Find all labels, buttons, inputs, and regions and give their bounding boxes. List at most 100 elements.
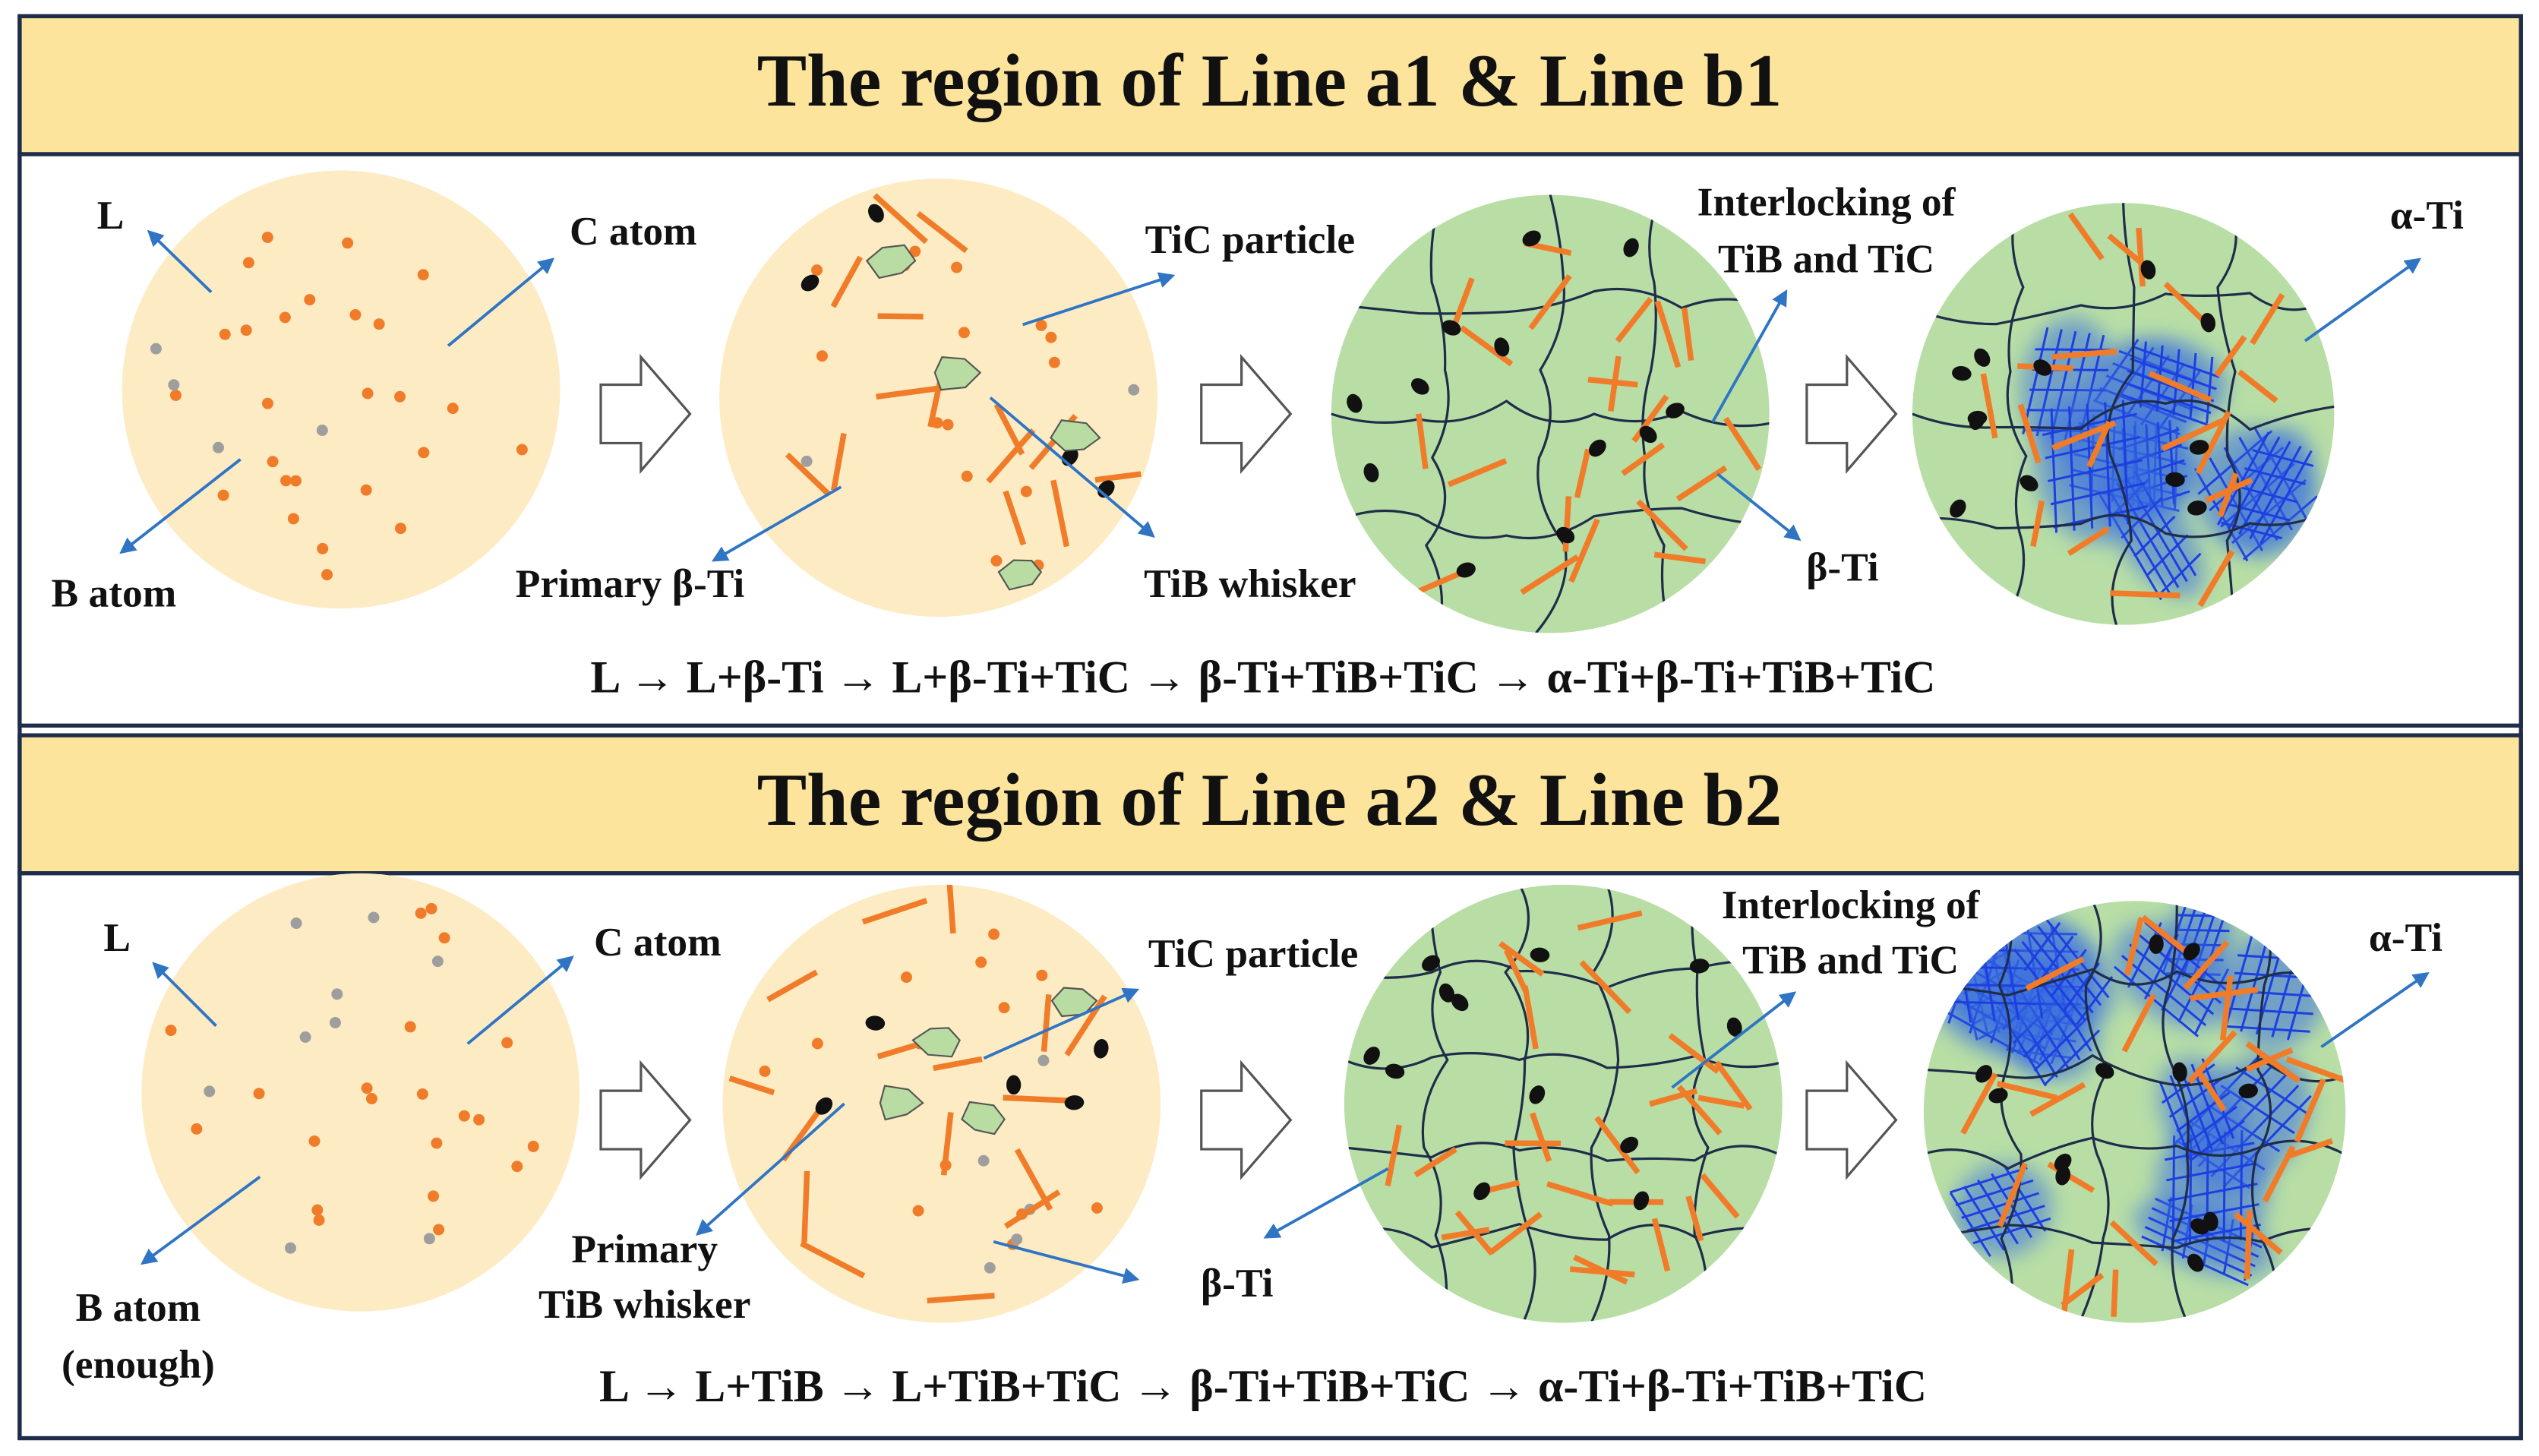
solute-atom <box>287 513 299 525</box>
tic-particle <box>1975 1065 1993 1083</box>
pointer-arrow <box>140 1175 261 1265</box>
tib-whisker <box>2025 956 2085 991</box>
solute-atom <box>395 523 406 535</box>
solute-atom <box>361 1082 373 1094</box>
tib-whisker <box>2136 227 2146 287</box>
tib-whisker <box>2061 1272 2105 1308</box>
solute-atom <box>984 1262 996 1274</box>
solute-atom <box>317 542 329 554</box>
solute-atom <box>990 554 1003 567</box>
label: L <box>97 192 125 238</box>
tib-whisker <box>1003 1094 1074 1104</box>
process-arrow <box>1200 353 1293 475</box>
tib-whisker <box>927 1292 995 1304</box>
hatch <box>2045 435 2140 460</box>
alpha-glow <box>2112 921 2236 1029</box>
primary-phase <box>1050 419 1101 452</box>
tic-particle <box>1456 562 1476 578</box>
tic-particle <box>1529 1085 1546 1104</box>
tib-whisker <box>801 1170 810 1243</box>
hatch <box>2228 1007 2313 1015</box>
solute-atom <box>1011 1233 1023 1246</box>
label: (enough) <box>62 1341 215 1387</box>
hatch <box>2050 408 2058 533</box>
tib-whisker <box>2244 1210 2253 1280</box>
tib-whisker <box>1996 1080 2058 1101</box>
tib-whisker <box>2294 1078 2326 1143</box>
label: Interlocking of <box>1722 882 1981 927</box>
solute-atom <box>373 318 385 330</box>
solute-atom <box>213 441 224 453</box>
tic-particle <box>2095 1063 2114 1079</box>
hatch <box>2036 935 2074 985</box>
solute-atom <box>998 1002 1010 1014</box>
stage-1 <box>141 873 580 1312</box>
tib-whisker <box>986 428 1036 484</box>
solute-atom <box>942 418 954 431</box>
tib-whisker <box>1050 479 1070 548</box>
tib-whisker <box>1488 1211 1543 1255</box>
hatch <box>2139 341 2147 408</box>
grain-boundary <box>1997 901 2023 1323</box>
tib-whisker <box>1615 296 1653 343</box>
tic-particle <box>1726 1017 1742 1037</box>
solute-atom <box>362 387 374 400</box>
grain-boundary <box>1912 399 2335 431</box>
solute-atom <box>418 447 430 459</box>
pointer-arrow <box>447 257 555 347</box>
reaction-sequence: L → L+TiB → L+TiB+TiC → β-Ti+TiB+TiC → α… <box>599 1361 1927 1411</box>
tib-whisker <box>2187 1030 2237 1085</box>
panel-title: The region of Line a1 & Line b1 <box>757 39 1783 122</box>
solute-atom <box>801 455 813 467</box>
tib-whisker <box>1653 551 1706 564</box>
tic-particle <box>2187 1253 2204 1272</box>
hatch <box>2035 348 2111 352</box>
tib-whisker <box>1700 1173 1740 1219</box>
tic-particle <box>1623 238 1639 257</box>
tic-particle <box>2149 934 2164 955</box>
tib-whisker <box>1503 949 1530 994</box>
stage-circle <box>722 884 1161 1323</box>
tic-particle <box>1633 1191 1650 1211</box>
tic-particle <box>1363 463 1379 482</box>
tib-whisker <box>1520 554 1580 595</box>
label: C atom <box>570 208 697 254</box>
tic-particle <box>2020 475 2038 491</box>
solute-atom <box>428 1190 440 1202</box>
hatch <box>1977 1179 2019 1245</box>
hatch <box>2221 521 2282 540</box>
hatch <box>2260 450 2313 545</box>
alpha-hatch <box>2121 341 2220 426</box>
tic-particle <box>865 1015 886 1031</box>
label: TiB whisker <box>1144 561 1356 606</box>
tib-whisker <box>1447 458 1508 488</box>
tib-whisker <box>2285 1138 2334 1160</box>
solute-atom <box>1035 319 1047 331</box>
tib-whisker <box>1631 394 1669 443</box>
tib-whisker <box>861 898 928 925</box>
solute-atom <box>311 1204 324 1216</box>
tib-whisker <box>2017 403 2042 464</box>
hatch <box>2166 1162 2256 1182</box>
tib-whisker <box>1723 416 1762 472</box>
process-arrow <box>1200 1060 1293 1180</box>
grain-boundary <box>1331 287 1770 315</box>
solute-atom <box>313 1214 325 1226</box>
tib-whisker <box>2086 420 2112 468</box>
stage-4 <box>1912 203 2335 625</box>
tib-whisker <box>2067 212 2105 261</box>
pointer-arrow <box>152 962 217 1028</box>
header-band <box>17 733 2523 876</box>
solute-atom <box>1091 1202 1103 1214</box>
solute-atom <box>431 1137 443 1149</box>
solute-atom <box>290 918 302 930</box>
tic-particle <box>1006 1075 1022 1095</box>
tic-particle <box>1347 393 1363 413</box>
solute-atom <box>811 264 823 276</box>
grain-boundary <box>1331 400 1770 428</box>
tib-whisker <box>1094 471 1142 483</box>
hatch <box>1972 1217 2051 1245</box>
solute-atom <box>909 245 921 257</box>
tib-whisker <box>1649 1088 1698 1107</box>
hatch <box>2076 975 2114 1025</box>
